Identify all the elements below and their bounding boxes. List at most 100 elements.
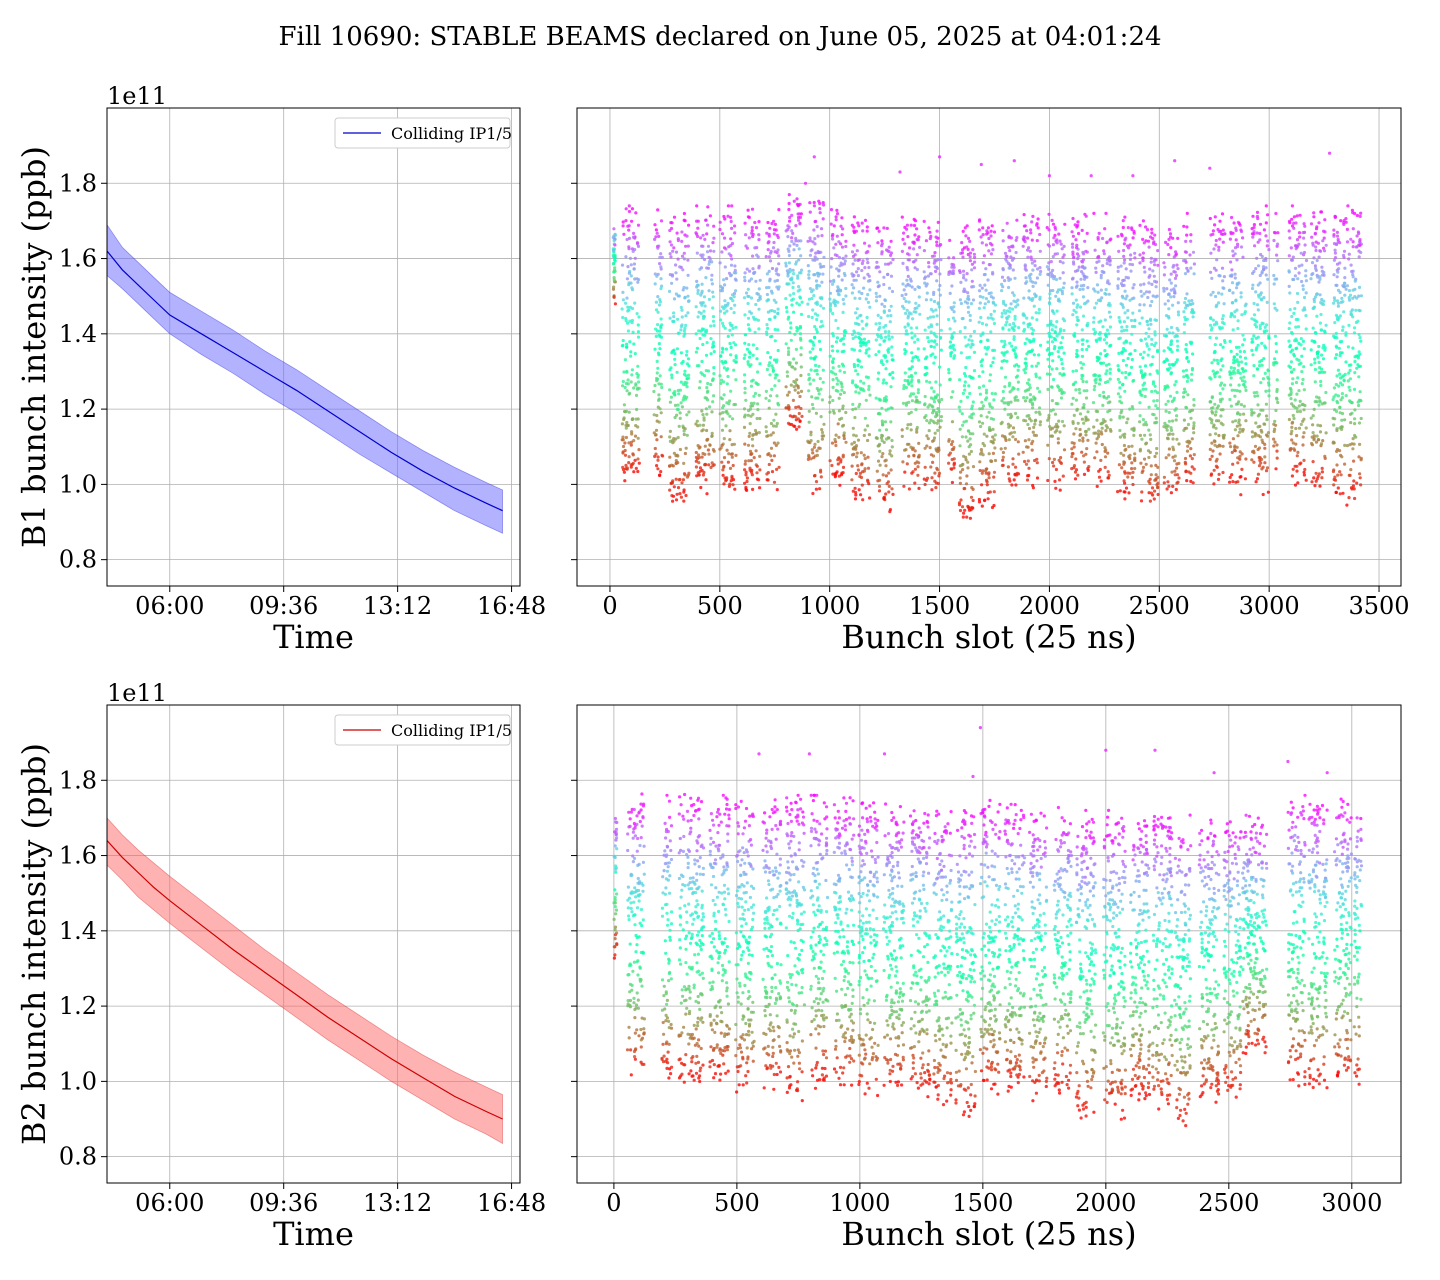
bunch-point: [1149, 318, 1153, 322]
bunch-point: [1212, 423, 1216, 427]
bunch-point: [1036, 226, 1040, 230]
bunch-point: [789, 321, 793, 325]
bunch-point: [718, 227, 722, 232]
bunch-point: [1132, 231, 1136, 235]
bunch-point: [729, 273, 734, 277]
bunch-point: [1126, 316, 1130, 320]
bunch-point: [1091, 401, 1096, 405]
bunch-point: [939, 348, 943, 352]
bunch-point: [828, 459, 832, 463]
bunch-point: [808, 376, 812, 380]
bunch-point: [1214, 410, 1218, 414]
bunch-point: [1031, 268, 1035, 272]
bunch-point: [624, 435, 629, 440]
bunch-point: [1253, 431, 1257, 435]
bunch-point: [1212, 482, 1216, 486]
bunch-point: [852, 348, 857, 352]
bunch-point: [764, 425, 768, 429]
bunch-point: [745, 479, 749, 484]
bunch-point: [862, 469, 867, 473]
bunch-point: [811, 491, 815, 496]
bunch-point: [1036, 217, 1040, 221]
bunch-point: [632, 470, 636, 474]
bunch-point: [1275, 253, 1279, 257]
bunch-point: [971, 465, 976, 469]
bunch-point: [659, 411, 663, 415]
bunch-point: [1235, 282, 1239, 286]
bunch-point: [1071, 313, 1075, 317]
bunch-point: [901, 401, 906, 405]
bunch-point: [683, 473, 687, 477]
bunch-point: [785, 370, 789, 374]
bunch-point: [1003, 435, 1007, 439]
bunch-point: [1152, 497, 1156, 501]
bunch-point: [625, 296, 629, 300]
bunch-point: [1257, 455, 1261, 460]
bunch-point: [1022, 296, 1026, 300]
bunch-point: [1151, 241, 1156, 246]
bunch-point: [860, 221, 864, 225]
bunch-point: [792, 357, 796, 361]
bunch-point: [670, 373, 674, 377]
bunch-point: [743, 373, 747, 377]
bunch-point: [701, 233, 705, 237]
bunch-point: [655, 359, 659, 363]
bunch-point: [1027, 383, 1031, 387]
bunch-point: [624, 423, 628, 427]
bunch-point: [1138, 401, 1142, 405]
bunch-point: [1052, 464, 1056, 468]
bunch-point: [1138, 420, 1142, 424]
bunch-point: [1035, 318, 1039, 322]
bunch-point: [929, 418, 933, 422]
bunch-point: [747, 408, 751, 413]
bunch-point: [935, 322, 939, 326]
bunch-point: [1142, 282, 1146, 286]
bunch-point: [883, 298, 887, 302]
bunch-point: [1241, 333, 1245, 337]
bunch-point: [904, 299, 908, 303]
bunch-point: [751, 353, 755, 357]
bunch-point: [1047, 244, 1052, 248]
bunch-point: [700, 256, 704, 260]
bunch-point: [1047, 416, 1051, 420]
bunch-point: [978, 392, 983, 396]
bunch-point: [947, 368, 951, 372]
bunch-point: [1259, 252, 1263, 257]
bunch-point: [1133, 251, 1137, 255]
bunch-point: [725, 448, 729, 452]
bunch-point: [1208, 216, 1212, 221]
bunch-point: [1150, 342, 1154, 346]
bunch-point: [1143, 364, 1148, 368]
bunch-point: [950, 442, 954, 446]
bunch-point: [723, 311, 727, 315]
bunch-point: [1231, 480, 1235, 484]
x-tick-label: 0: [602, 592, 617, 620]
bunch-point: [729, 237, 733, 241]
bunch-point: [700, 468, 704, 472]
bunch-point: [743, 413, 747, 417]
bunch-point: [1175, 466, 1179, 470]
y-tick-label: 1.4: [59, 320, 97, 348]
bunch-point: [984, 288, 988, 292]
bunch-point: [867, 265, 871, 270]
bunch-point: [721, 347, 725, 351]
bunch-point: [1175, 263, 1179, 267]
bunch-point: [627, 209, 632, 214]
bunch-point: [1029, 349, 1033, 354]
bunch-point: [1094, 441, 1098, 445]
bunch-point: [855, 451, 859, 455]
bunch-point: [808, 236, 812, 240]
bunch-point: [1031, 284, 1035, 288]
bunch-point: [687, 373, 691, 377]
bunch-point: [747, 459, 751, 463]
bunch-point: [1121, 219, 1125, 223]
bunch-point: [751, 343, 756, 347]
bunch-point: [1176, 310, 1180, 314]
bunch-point: [1184, 306, 1188, 310]
bunch-point: [853, 321, 858, 325]
bunch-point: [934, 380, 938, 384]
bunch-point: [983, 498, 987, 503]
bunch-point: [923, 482, 927, 487]
bunch-point: [814, 327, 818, 331]
bunch-point: [809, 433, 813, 437]
